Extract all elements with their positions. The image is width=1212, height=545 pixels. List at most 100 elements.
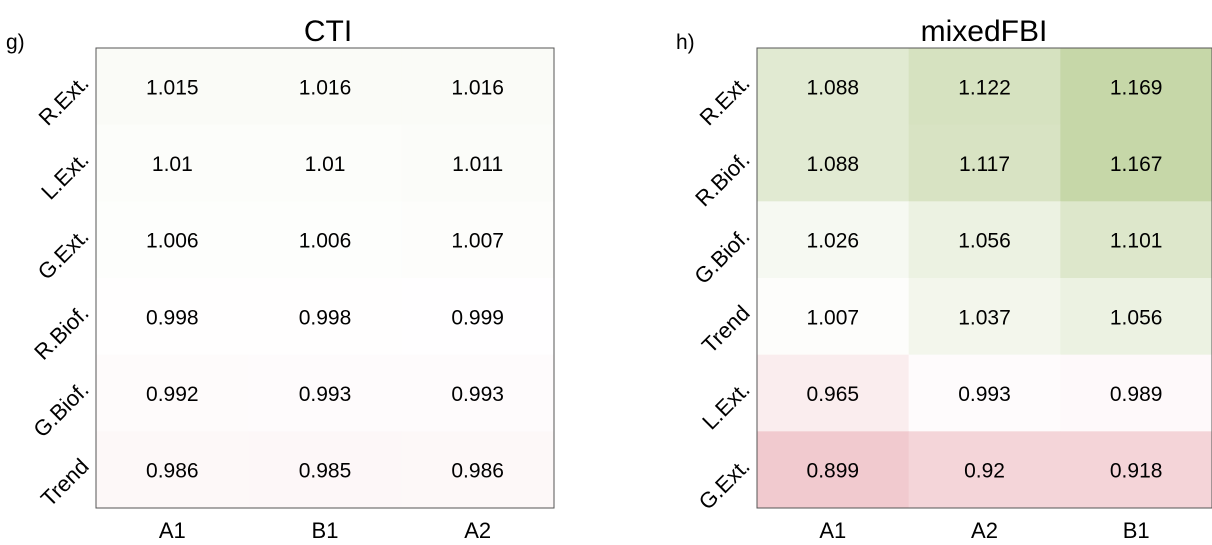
heatmap-cell — [757, 48, 910, 126]
cell-value-label: 1.006 — [299, 230, 352, 253]
y-tick-label: G.Biof. — [689, 224, 754, 289]
cell-value-label: 1.016 — [299, 76, 352, 99]
cell-value-label: 0.993 — [299, 383, 352, 406]
heatmap-cell — [401, 354, 555, 432]
cell-value-label: 1.007 — [807, 306, 860, 329]
heatmap-cell — [401, 201, 555, 279]
cell-value-label: 0.918 — [1110, 460, 1163, 483]
panel-letter: g) — [6, 31, 25, 54]
cell-value-label: 1.006 — [146, 230, 199, 253]
cell-value-label: 1.056 — [1110, 306, 1163, 329]
heatmap-cell — [248, 124, 402, 202]
y-tick-label: G.Ext. — [33, 224, 94, 285]
y-tick-label: Trend — [697, 300, 755, 358]
x-tick-label: B1 — [1123, 518, 1150, 543]
cell-value-label: 1.007 — [451, 230, 504, 253]
cell-value-label: 1.026 — [807, 230, 860, 253]
cell-value-label: 1.169 — [1110, 76, 1163, 99]
y-tick-label: R.Ext. — [34, 70, 94, 130]
heatmap-cell — [757, 431, 910, 509]
panel-title: CTI — [304, 15, 352, 48]
heatmap-cell — [908, 201, 1061, 279]
cell-value-label: 1.016 — [451, 76, 504, 99]
heatmap-cell — [96, 201, 250, 279]
cell-value-labels: 1.088 1.122 1.169 1.088 1.117 1.167 1.026 1.056… — [807, 76, 1163, 482]
y-axis-tick-labels: R.Ext. L.Ext. G.Ext. R.Biof. G.Biof. Trend — [28, 70, 93, 511]
cell-value-label: 1.056 — [958, 230, 1011, 253]
heatmap-cell — [96, 354, 250, 432]
cell-value-label: 1.01 — [152, 153, 193, 176]
y-tick-label: R.Biof. — [690, 147, 754, 211]
plot-frame — [95, 47, 555, 509]
heatmap-cell — [401, 431, 555, 509]
heatmap-cell — [908, 354, 1061, 432]
heatmap-cell — [757, 278, 910, 356]
y-tick-label: G.Biof. — [28, 377, 93, 442]
heatmap-cell — [908, 278, 1061, 356]
cell-value-label: 0.998 — [146, 306, 199, 329]
heatmap-cell — [248, 201, 402, 279]
heatmap-cell — [757, 201, 910, 279]
y-tick-label: L.Ext. — [36, 147, 93, 204]
heatmap-cell — [96, 124, 250, 202]
heatmap-cell — [1060, 354, 1212, 432]
panel-letter: h) — [676, 31, 695, 54]
heatmap-cell — [248, 278, 402, 356]
x-tick-label: A2 — [971, 518, 998, 543]
y-axis-tick-labels: R.Ext. R.Biof. G.Biof. Trend L.Ext. G.Ext. — [689, 70, 754, 514]
x-axis-tick-labels: A1 B1 A2 — [159, 518, 491, 543]
heatmap-cell — [908, 48, 1061, 126]
heatmap-cell — [96, 48, 250, 126]
cell-value-label: 1.088 — [807, 153, 860, 176]
x-tick-label: A1 — [819, 518, 846, 543]
cell-value-label: 1.101 — [1110, 230, 1163, 253]
heatmap-cell — [1060, 124, 1212, 202]
cell-value-label: 1.117 — [959, 153, 1010, 176]
heatmap-cell — [96, 431, 250, 509]
heatmap-cell — [757, 124, 910, 202]
cell-value-label: 0.985 — [299, 460, 352, 483]
x-tick-label: A2 — [464, 518, 491, 543]
x-tick-label: B1 — [312, 518, 339, 543]
cell-value-label: 0.986 — [451, 460, 504, 483]
cell-value-label: 1.015 — [146, 76, 199, 99]
cell-value-label: 1.122 — [958, 76, 1011, 99]
heatmap-cells — [757, 48, 1212, 509]
x-axis-tick-labels: A1 A2 B1 — [819, 518, 1149, 543]
heatmap-cell — [1060, 278, 1212, 356]
cell-value-label: 1.01 — [305, 153, 346, 176]
heatmap-cells — [96, 48, 555, 509]
plot-frame — [756, 47, 1212, 509]
y-tick-label: R.Biof. — [29, 300, 93, 364]
cell-value-label: 1.167 — [1110, 153, 1163, 176]
cell-value-label: 0.92 — [964, 460, 1005, 483]
cell-value-label: 0.999 — [451, 306, 504, 329]
y-tick-label: L.Ext. — [697, 377, 754, 434]
heatmap-cell — [248, 431, 402, 509]
cell-value-label: 0.993 — [958, 383, 1011, 406]
heatmap-cell — [96, 278, 250, 356]
cell-value-label: 1.011 — [452, 153, 503, 176]
cell-value-label: 0.998 — [299, 306, 352, 329]
y-tick-label: Trend — [36, 454, 94, 512]
cell-value-label: 0.993 — [451, 383, 504, 406]
cell-value-label: 0.992 — [146, 383, 199, 406]
cell-value-label: 1.088 — [807, 76, 860, 99]
cell-value-label: 0.986 — [146, 460, 199, 483]
heatmap-cell — [757, 354, 910, 432]
heatmap-cell — [401, 48, 555, 126]
heatmap-cell — [1060, 48, 1212, 126]
cell-value-label: 1.037 — [958, 306, 1011, 329]
heatmap-cell — [248, 48, 402, 126]
cell-value-label: 0.965 — [807, 383, 860, 406]
panel-cti: g) CTI 1.015 1.016 1.016 1.01 1.01 1.011 1.006… — [6, 15, 555, 543]
x-tick-label: A1 — [159, 518, 186, 543]
heatmap-cell — [401, 278, 555, 356]
panel-mixedfbi: h) mixedFBI 1.088 1.122 1.169 1.088 1.117 1.1… — [676, 15, 1212, 543]
heatmap-cell — [1060, 201, 1212, 279]
cell-value-label: 0.989 — [1110, 383, 1163, 406]
heatmap-cell — [1060, 431, 1212, 509]
heatmap-cell — [401, 124, 555, 202]
panel-title: mixedFBI — [921, 15, 1048, 48]
